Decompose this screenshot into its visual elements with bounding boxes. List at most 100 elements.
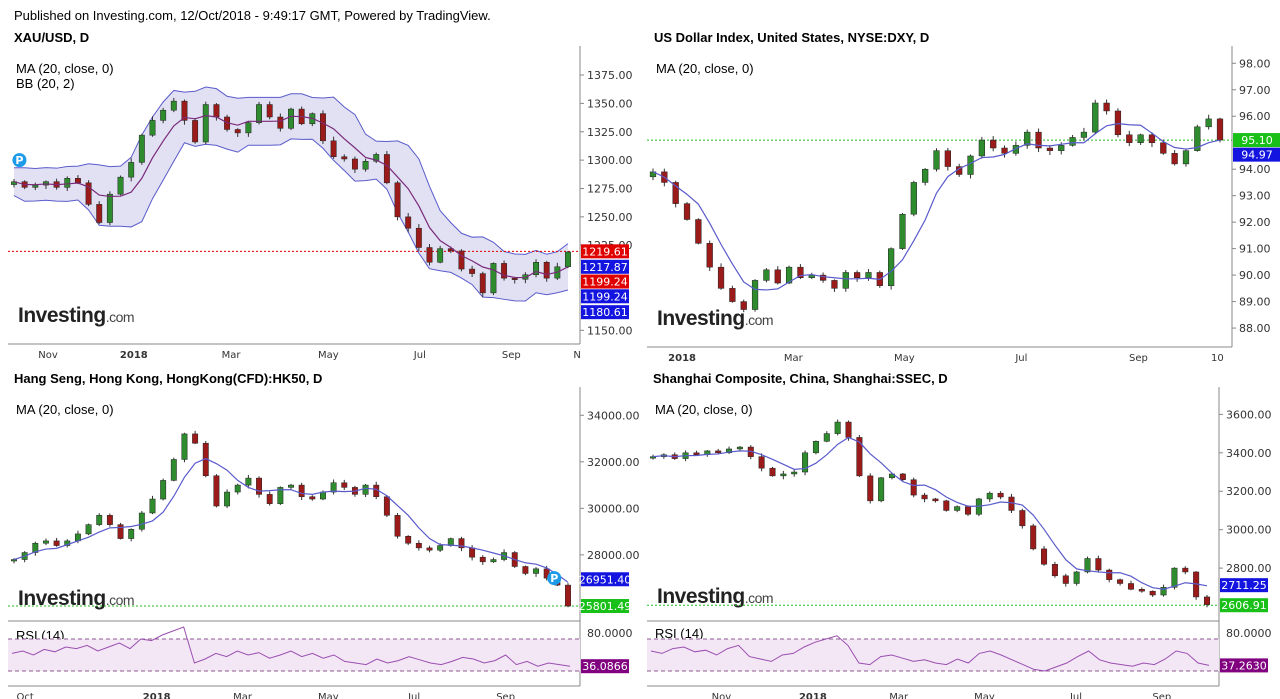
candle-body xyxy=(1204,596,1210,605)
x-tick-label: Sep xyxy=(496,692,515,699)
price-badge xyxy=(1220,578,1268,593)
candle-body xyxy=(740,301,747,310)
candle-body xyxy=(64,178,71,188)
moving-average-line xyxy=(13,115,569,279)
candle-body xyxy=(1126,134,1133,143)
candle-body xyxy=(469,547,476,558)
price-badge xyxy=(581,244,629,259)
candle-body xyxy=(791,471,798,475)
candle-body xyxy=(693,452,700,455)
candle-body xyxy=(1012,145,1019,154)
candle-body xyxy=(288,484,294,488)
y-tick-label: 93.00 xyxy=(1239,190,1271,203)
candle-body xyxy=(405,536,412,544)
candle-body xyxy=(149,120,156,136)
x-tick-label: Jul xyxy=(407,692,420,699)
candle-body xyxy=(565,251,571,268)
price-badge xyxy=(581,289,629,304)
rsi-band xyxy=(647,639,1219,671)
y-tick-label: 92.00 xyxy=(1239,216,1271,229)
y-tick-label: 34000.00 xyxy=(587,409,640,422)
candle-body xyxy=(933,150,940,170)
chart-svg-ssec[interactable]: 3600.00 3400.00 3200.00 3000.00 2800.00 Nov 20… xyxy=(647,371,1272,699)
candle-body xyxy=(128,529,135,539)
candle-body xyxy=(43,540,49,544)
candle-body xyxy=(277,116,284,129)
candle-body xyxy=(533,261,539,275)
x-tick-label: 2018 xyxy=(143,692,171,699)
candle-body xyxy=(543,261,550,279)
price-badge-label: 1219.61 xyxy=(582,245,628,258)
price-badge xyxy=(581,274,629,289)
candle-body xyxy=(1194,126,1201,151)
candle-body xyxy=(138,512,145,530)
x-tick-label: Jul xyxy=(1069,692,1082,699)
candle-body xyxy=(1103,102,1110,112)
y-tick-label: 1325.00 xyxy=(587,126,633,139)
indicator-label-ma: MA (20, close, 0) xyxy=(16,402,114,417)
candle-body xyxy=(1160,587,1167,596)
candle-body xyxy=(160,480,167,500)
candle-body xyxy=(11,559,17,562)
price-badge-label: 2606.91 xyxy=(1221,599,1267,612)
x-tick-label: Mar xyxy=(784,353,804,364)
candle-body xyxy=(683,203,691,220)
candle-body xyxy=(1117,579,1124,584)
candle-body xyxy=(780,473,787,477)
candle-body xyxy=(117,524,124,539)
candle-body xyxy=(878,477,885,502)
candle-body xyxy=(351,158,358,170)
x-tick-label: Nov xyxy=(712,692,732,699)
candle-body xyxy=(1035,131,1042,149)
y-tick-label: 32000.00 xyxy=(587,456,640,469)
candle-body xyxy=(511,277,518,280)
candle-body xyxy=(1095,558,1102,571)
published-header: Published on Investing.com, 12/Oct/2018 … xyxy=(14,8,491,23)
candle-body xyxy=(320,491,326,500)
candle-body xyxy=(769,467,776,477)
candle-body xyxy=(1069,137,1076,146)
candle-body xyxy=(763,269,770,281)
candle-body xyxy=(1182,567,1189,573)
candle-body xyxy=(854,272,861,279)
candle-body xyxy=(1127,583,1134,590)
candle-body xyxy=(490,263,497,294)
chart-title: US Dollar Index, United States, NYSE:DXY… xyxy=(654,30,930,45)
investing-logo: Investing.com xyxy=(657,585,774,608)
x-tick-label: 2018 xyxy=(120,350,148,361)
investing-logo: Investing.com xyxy=(18,587,135,610)
indicator-label-ma: MA (20, close, 0) xyxy=(656,61,754,76)
candle-body xyxy=(834,421,841,434)
chart-svg-hangseng[interactable]: 34000.00 32000.00 30000.00 28000.00 Oct 2018 M… xyxy=(8,371,640,699)
candle-body xyxy=(1051,564,1058,577)
candle-body xyxy=(181,100,188,121)
chart-svg-dxy[interactable]: 98.00 97.00 96.00 94.00 93.00 92.00 91.00 90.00… xyxy=(647,30,1280,364)
candle-body xyxy=(1182,150,1190,165)
candle-body xyxy=(899,213,906,249)
x-tick-label: May xyxy=(318,350,339,361)
price-badge xyxy=(1233,147,1280,162)
candle-body xyxy=(362,484,369,495)
x-tick-label: Sep xyxy=(502,350,521,361)
price-badge-label: 1217.87 xyxy=(582,261,628,274)
y-tick-label: 89.00 xyxy=(1239,296,1271,309)
candle-body xyxy=(695,219,702,244)
candle-body xyxy=(415,227,422,248)
price-badge xyxy=(581,305,629,320)
x-tick-label: Mar xyxy=(222,350,242,361)
y-tick-label: 3400.00 xyxy=(1226,447,1272,460)
candle-body xyxy=(266,104,273,118)
chart-svg-gold[interactable]: 1375.00 1350.00 1325.00 1300.00 1275.00 1250.… xyxy=(8,30,633,361)
investing-logo: Investing.com xyxy=(657,307,774,330)
candle-body xyxy=(405,216,412,229)
price-badge-label: 26951.40 xyxy=(579,573,632,586)
candle-body xyxy=(362,161,369,170)
candle-body xyxy=(341,482,348,488)
price-badge-label: 1199.24 xyxy=(582,290,628,303)
x-tick-label: Mar xyxy=(233,692,253,699)
candle-body xyxy=(330,482,337,493)
candle-body xyxy=(522,566,529,574)
chart-title: Shanghai Composite, China, Shanghai:SSEC… xyxy=(653,371,948,386)
candle-body xyxy=(106,193,113,223)
y-tick-label: 1250.00 xyxy=(587,211,633,224)
